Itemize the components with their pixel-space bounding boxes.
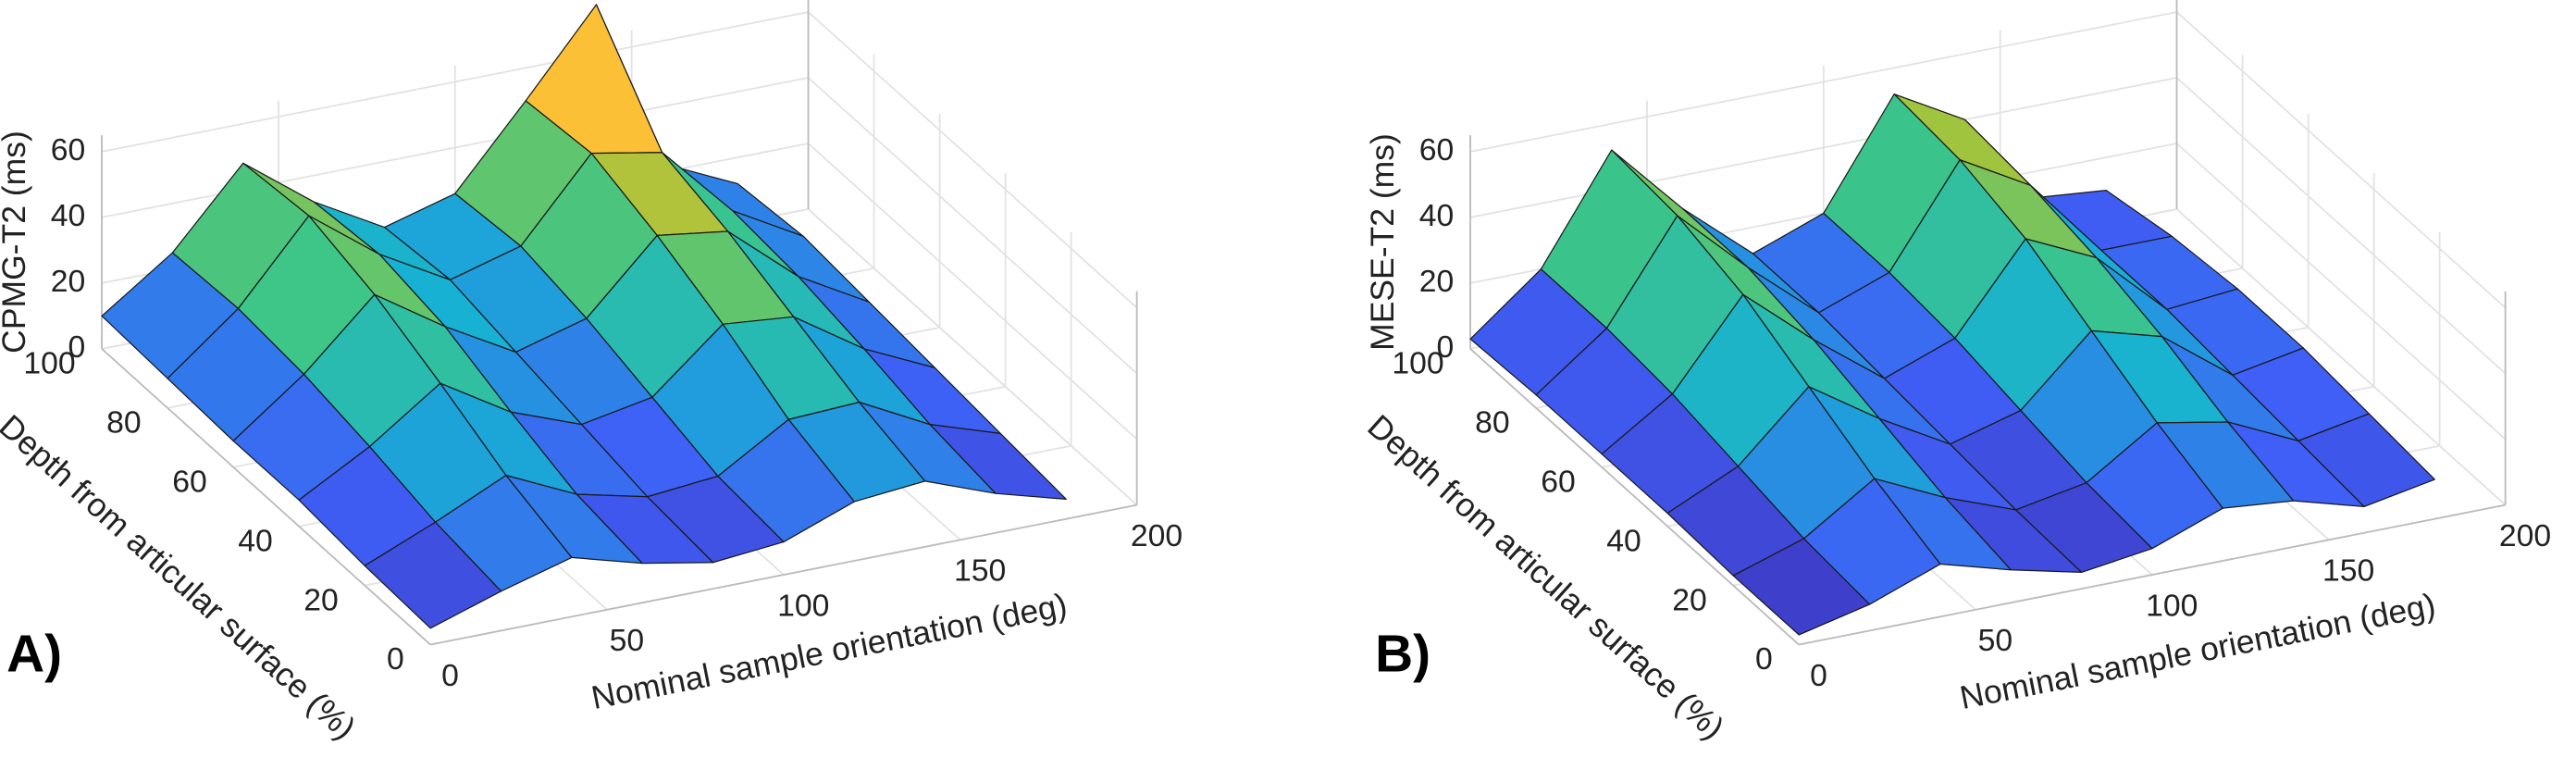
y-tick-label: 80 bbox=[106, 405, 142, 441]
axis-line bbox=[101, 348, 431, 646]
z-tick-label: 20 bbox=[51, 264, 86, 299]
grid-line bbox=[2175, 208, 2507, 506]
grid-line bbox=[2175, 11, 2507, 309]
y-tick-label: 20 bbox=[1672, 582, 1707, 617]
axis-line bbox=[430, 503, 1137, 646]
grid-line bbox=[807, 11, 1138, 309]
grid-line bbox=[2175, 143, 2507, 441]
grid-line bbox=[2175, 77, 2507, 375]
z-axis-label: MESE-T2 (ms) bbox=[1364, 133, 1401, 351]
y-tick-label: 60 bbox=[172, 464, 207, 499]
y-tick-label: 100 bbox=[1392, 346, 1443, 381]
z-tick-label: 0 bbox=[1437, 329, 1455, 365]
y-tick-label: 80 bbox=[1475, 405, 1510, 441]
axis-line bbox=[1469, 348, 1800, 646]
y-tick-label: 100 bbox=[23, 346, 75, 381]
x-tick-label: 200 bbox=[1131, 518, 1183, 553]
y-tick-label: 60 bbox=[1541, 464, 1576, 499]
x-tick-label: 100 bbox=[777, 588, 829, 623]
y-tick-label: 0 bbox=[1755, 641, 1773, 677]
surface-patch bbox=[364, 521, 502, 629]
y-tick-label: 40 bbox=[238, 523, 273, 558]
y-tick-label: 40 bbox=[1606, 523, 1641, 558]
z-tick-label: 60 bbox=[1419, 132, 1455, 168]
y-tick-label: 20 bbox=[303, 582, 339, 617]
x-tick-label: 50 bbox=[610, 623, 645, 658]
z-tick-label: 20 bbox=[1419, 264, 1455, 299]
z-axis-label: CPMG-T2 (ms) bbox=[0, 130, 32, 354]
surface-patch bbox=[1732, 538, 1871, 636]
axis-line bbox=[1799, 503, 2506, 646]
x-tick-label: 50 bbox=[1978, 623, 2013, 658]
z-tick-label: 60 bbox=[51, 132, 86, 168]
panel-label: A) bbox=[6, 626, 62, 684]
z-tick-label: 40 bbox=[51, 198, 86, 233]
y-tick-label: 0 bbox=[387, 641, 404, 677]
x-tick-label: 0 bbox=[1810, 658, 1827, 693]
grid-line bbox=[101, 11, 809, 153]
panel-label: B) bbox=[1375, 626, 1430, 684]
grid-line bbox=[807, 143, 1138, 441]
x-tick-label: 150 bbox=[2322, 553, 2374, 589]
grid-line bbox=[1469, 11, 2177, 153]
z-tick-label: 40 bbox=[1419, 198, 1455, 233]
z-tick-label: 0 bbox=[68, 329, 86, 365]
x-tick-label: 100 bbox=[2146, 588, 2198, 623]
grid-line bbox=[807, 208, 1138, 506]
x-tick-label: 200 bbox=[2499, 518, 2551, 553]
x-tick-label: 0 bbox=[441, 658, 459, 693]
x-tick-label: 150 bbox=[954, 553, 1006, 589]
grid-line bbox=[807, 77, 1138, 375]
